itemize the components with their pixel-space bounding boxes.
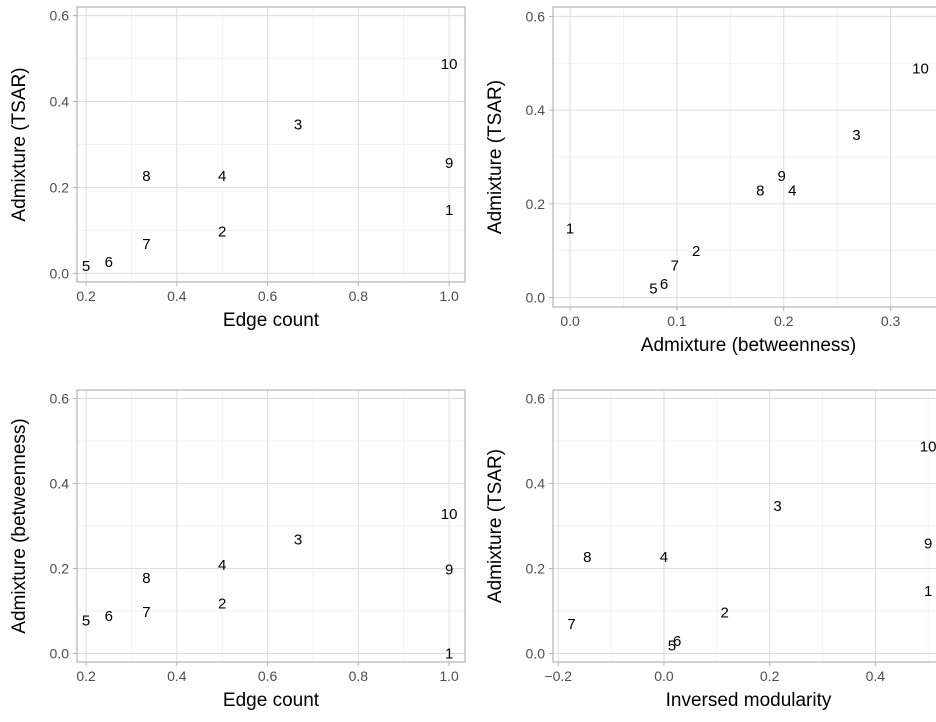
point-label-1: 1 bbox=[566, 221, 574, 238]
point-label-2: 2 bbox=[692, 243, 700, 260]
y-tick-label: 0.4 bbox=[526, 102, 546, 118]
grid bbox=[77, 390, 465, 662]
point-label-2: 2 bbox=[218, 224, 226, 241]
point-label-5: 5 bbox=[668, 637, 676, 654]
point-label-4: 4 bbox=[218, 557, 226, 574]
grid bbox=[553, 7, 936, 307]
point-label-3: 3 bbox=[852, 127, 860, 144]
y-tick-label: 0.6 bbox=[50, 391, 70, 407]
y-tick-label: 0.0 bbox=[50, 646, 70, 662]
point-label-6: 6 bbox=[105, 254, 113, 271]
point-label-8: 8 bbox=[142, 168, 150, 185]
y-axis-title: Admixture (TSAR) bbox=[485, 80, 506, 234]
point-labels: 1 2 3 4 56 7 8 9 10 bbox=[567, 439, 936, 655]
x-tick-label: 0.3 bbox=[881, 313, 901, 329]
point-label-7: 7 bbox=[671, 257, 679, 274]
point-label-1: 1 bbox=[445, 202, 453, 219]
point-label-5: 5 bbox=[82, 258, 90, 275]
x-tick-label: 0.6 bbox=[258, 668, 278, 684]
point-label-9: 9 bbox=[445, 155, 453, 172]
y-tick-label: 0.0 bbox=[526, 290, 546, 306]
point-label-10: 10 bbox=[912, 60, 929, 77]
y-tick-label: 0.2 bbox=[526, 196, 546, 212]
y-tick-label: 0.2 bbox=[526, 561, 546, 577]
point-label-9: 9 bbox=[445, 561, 453, 578]
scatter-panel-2: 0.0 0.1 0.2 0.3 0.0 0.2 0.4 0.6 Admixture (betwe… bbox=[485, 6, 936, 356]
panel-border bbox=[552, 6, 936, 308]
point-label-3: 3 bbox=[773, 498, 781, 515]
x-tick-label: 1.0 bbox=[439, 288, 459, 304]
point-label-7: 7 bbox=[567, 616, 575, 633]
scatter-panel-1: 0.2 0.4 0.6 0.8 1.0 0.0 0.2 0.4 0.6 Edge count Adm… bbox=[9, 6, 466, 331]
x-tick-label: 0.4 bbox=[167, 288, 187, 304]
x-tick-label: 0.0 bbox=[654, 668, 674, 684]
x-axis-title: Inversed modularity bbox=[666, 690, 832, 711]
point-label-5: 5 bbox=[82, 612, 90, 629]
x-axis-title: Admixture (betweenness) bbox=[641, 335, 856, 356]
point-label-7: 7 bbox=[142, 604, 150, 621]
grid bbox=[77, 7, 465, 282]
x-tick-label: 0.2 bbox=[76, 288, 96, 304]
point-label-5: 5 bbox=[649, 281, 657, 298]
x-tick-label: 0.2 bbox=[760, 668, 780, 684]
y-tick-label: 0.0 bbox=[50, 265, 70, 281]
x-tick-label: 0.4 bbox=[167, 668, 187, 684]
y-tick-label: 0.6 bbox=[526, 8, 546, 24]
point-label-8: 8 bbox=[583, 549, 591, 566]
x-tick-label: 0.2 bbox=[76, 668, 96, 684]
scatter-panel-4: −0.2 0.0 0.2 0.4 0.0 0.2 0.4 0.6 Inversed modula… bbox=[485, 389, 936, 711]
point-label-8: 8 bbox=[142, 570, 150, 587]
point-label-9: 9 bbox=[924, 535, 932, 552]
y-axis-title: Admixture (betweenness) bbox=[9, 418, 30, 633]
y-axis-title: Admixture (TSAR) bbox=[485, 449, 506, 603]
point-label-9: 9 bbox=[777, 168, 785, 185]
y-tick-label: 0.6 bbox=[526, 391, 546, 407]
point-label-7: 7 bbox=[142, 236, 150, 253]
grid bbox=[553, 390, 936, 662]
y-tick-label: 0.2 bbox=[50, 561, 70, 577]
y-tick-label: 0.0 bbox=[526, 646, 546, 662]
y-tick-label: 0.4 bbox=[526, 476, 546, 492]
point-label-3: 3 bbox=[294, 116, 302, 133]
point-label-6: 6 bbox=[673, 633, 681, 650]
x-tick-label: 0.4 bbox=[866, 668, 886, 684]
point-label-6: 6 bbox=[660, 276, 668, 293]
point-label-4: 4 bbox=[788, 182, 796, 199]
point-label-8: 8 bbox=[756, 182, 764, 199]
point-label-4: 4 bbox=[218, 168, 226, 185]
y-axis-title: Admixture (TSAR) bbox=[9, 67, 30, 221]
point-label-2: 2 bbox=[721, 604, 729, 621]
x-axis-title: Edge count bbox=[223, 690, 320, 711]
y-tick-label: 0.2 bbox=[50, 179, 70, 195]
x-tick-label: 0.2 bbox=[774, 313, 794, 329]
point-label-3: 3 bbox=[294, 532, 302, 549]
point-label-10: 10 bbox=[441, 56, 458, 73]
x-tick-label: 0.8 bbox=[349, 288, 369, 304]
x-axis-title: Edge count bbox=[223, 310, 320, 331]
point-label-1: 1 bbox=[445, 646, 453, 663]
x-tick-label: 0.6 bbox=[258, 288, 278, 304]
point-label-1: 1 bbox=[924, 583, 932, 600]
x-tick-label: 0.8 bbox=[349, 668, 369, 684]
x-tick-label: 0.0 bbox=[560, 313, 580, 329]
point-label-4: 4 bbox=[660, 549, 668, 566]
point-label-10: 10 bbox=[441, 506, 458, 523]
point-label-2: 2 bbox=[218, 595, 226, 612]
point-label-6: 6 bbox=[105, 608, 113, 625]
y-tick-label: 0.4 bbox=[50, 94, 70, 110]
panel-border bbox=[76, 389, 466, 663]
point-label-10: 10 bbox=[920, 439, 936, 456]
x-tick-label: 1.0 bbox=[439, 668, 459, 684]
panel-border bbox=[76, 6, 466, 283]
y-tick-label: 0.6 bbox=[50, 8, 70, 24]
y-tick-label: 0.4 bbox=[50, 476, 70, 492]
panel-border bbox=[552, 389, 936, 663]
x-tick-label: 0.1 bbox=[667, 313, 687, 329]
x-tick-label: −0.2 bbox=[544, 668, 572, 684]
scatter-panel-3: 0.2 0.4 0.6 0.8 1.0 0.0 0.2 0.4 0.6 Edge count Adm… bbox=[9, 389, 466, 711]
